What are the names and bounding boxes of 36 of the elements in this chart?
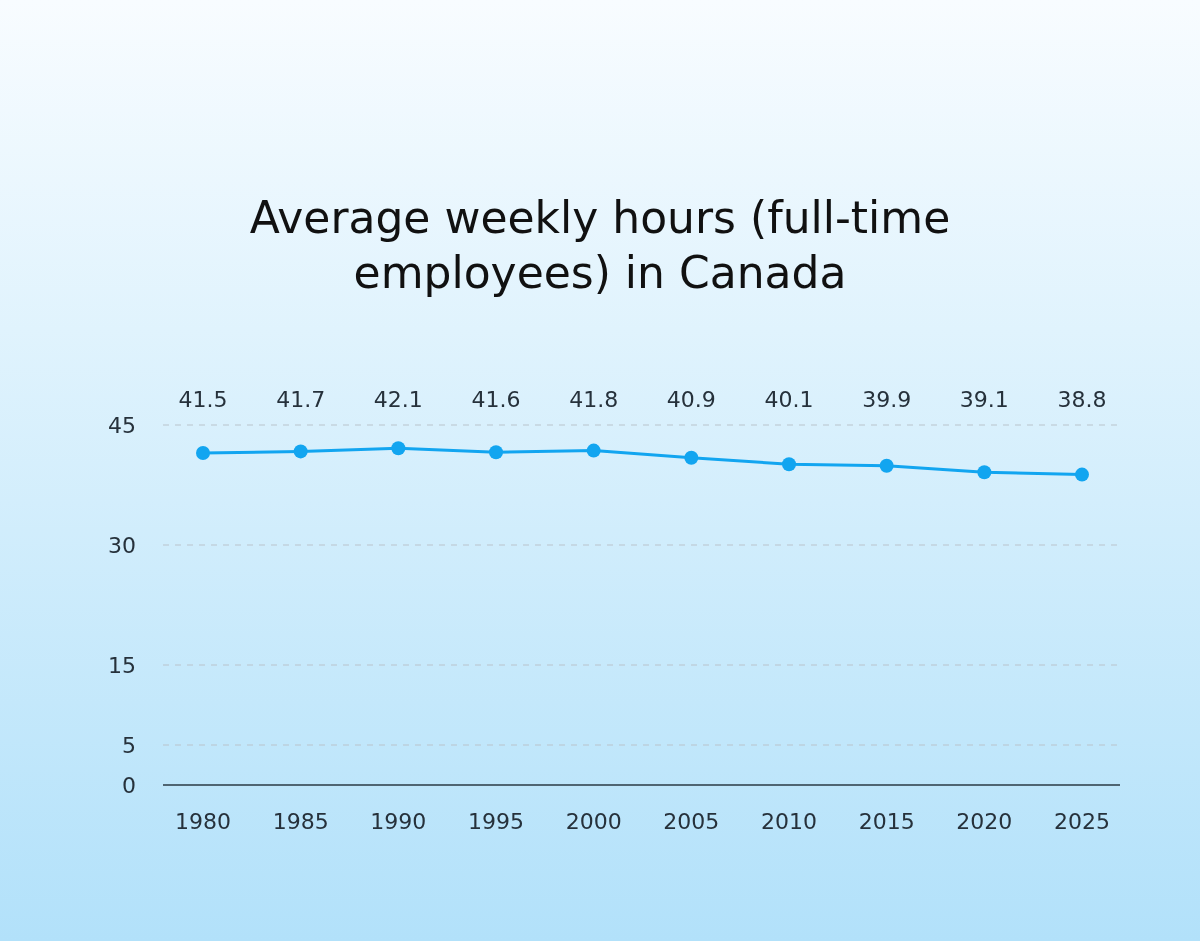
x-tick-label: 2020 <box>956 809 1013 834</box>
data-label: 41.5 <box>178 387 228 412</box>
x-tick-label: 2015 <box>858 809 915 834</box>
point <box>293 444 308 459</box>
data-label: 39.9 <box>862 387 912 412</box>
point <box>1075 467 1089 482</box>
data-label: 41.7 <box>276 387 326 412</box>
point <box>977 465 992 480</box>
x-tick-label: 2025 <box>1054 809 1110 834</box>
x-tick-label: 2000 <box>565 809 622 834</box>
y-tick-label: 0 <box>122 772 136 798</box>
x-tick-label: 1990 <box>370 809 427 834</box>
point <box>684 450 699 465</box>
point <box>489 445 503 460</box>
x-tick-label: 1985 <box>272 809 329 834</box>
point <box>782 457 796 472</box>
data-label: 40.1 <box>764 387 814 412</box>
x-tick-label: 2010 <box>761 809 817 834</box>
chart-title: Average weekly hours (full-time employees) in Canada <box>249 192 951 298</box>
y-tick-label: 45 <box>108 412 136 438</box>
x-tick-label: 1995 <box>468 809 524 834</box>
y-tick-label: 15 <box>108 652 136 678</box>
x-tick-label: 1980 <box>175 809 231 834</box>
point <box>879 458 894 473</box>
data-label: 42.1 <box>373 387 423 412</box>
x-tick-label: 2005 <box>663 809 720 834</box>
point <box>391 441 406 456</box>
data-label: 40.9 <box>666 387 716 412</box>
data-label: 38.8 <box>1057 387 1107 412</box>
data-label: 39.1 <box>959 387 1009 412</box>
data-label: 41.8 <box>569 387 619 412</box>
point <box>586 443 601 458</box>
data-label: 41.6 <box>471 387 521 412</box>
point <box>196 446 210 460</box>
y-tick-label: 30 <box>108 532 136 558</box>
y-tick-label: 5 <box>122 732 136 758</box>
